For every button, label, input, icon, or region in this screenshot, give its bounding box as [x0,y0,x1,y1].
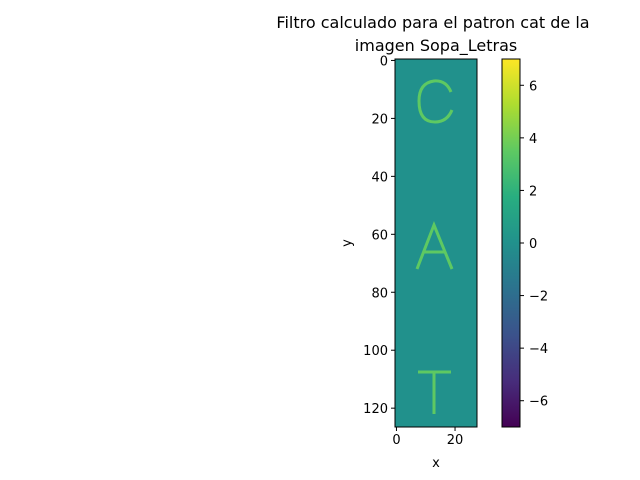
x-axis-label: x [432,456,440,471]
colorbar-tick-label: −4 [529,342,548,357]
y-axis-label: y [340,239,355,247]
y-tick-label: 0 [380,54,388,69]
y-tick-label: 60 [371,228,388,243]
colorbar-ticks: 6 4 2 0 −2 −4 −6 [520,79,548,410]
letter-cells [415,79,454,414]
x-axis: 0 20 [392,427,463,448]
letter-c-cell [417,79,454,124]
y-tick-label: 40 [371,170,388,185]
x-tick-label: 0 [392,433,400,448]
colorbar-tick-label: 2 [529,184,537,199]
chart-title-line-2: imagen Sopa_Letras [355,36,517,56]
colorbar [501,58,521,428]
y-tick-label: 100 [363,344,388,359]
letter-t-cell [418,370,451,414]
letter-a-cell [415,220,454,270]
x-tick-label: 20 [447,433,464,448]
chart-title-line-1: Filtro calculado para el patron cat de l… [276,13,589,32]
y-tick-label: 120 [363,402,388,417]
y-tick-label: 80 [371,286,388,301]
colorbar-tick-label: −2 [529,290,548,305]
y-axis: 0 20 40 60 80 100 120 [363,54,395,417]
colorbar-tick-label: 0 [529,237,537,252]
heatmap-background [395,59,477,427]
y-tick-label: 20 [371,112,388,127]
colorbar-tick-label: 6 [529,79,537,94]
colorbar-tick-label: −6 [529,395,548,410]
plot-frame [394,58,478,428]
colorbar-tick-label: 4 [529,132,537,147]
